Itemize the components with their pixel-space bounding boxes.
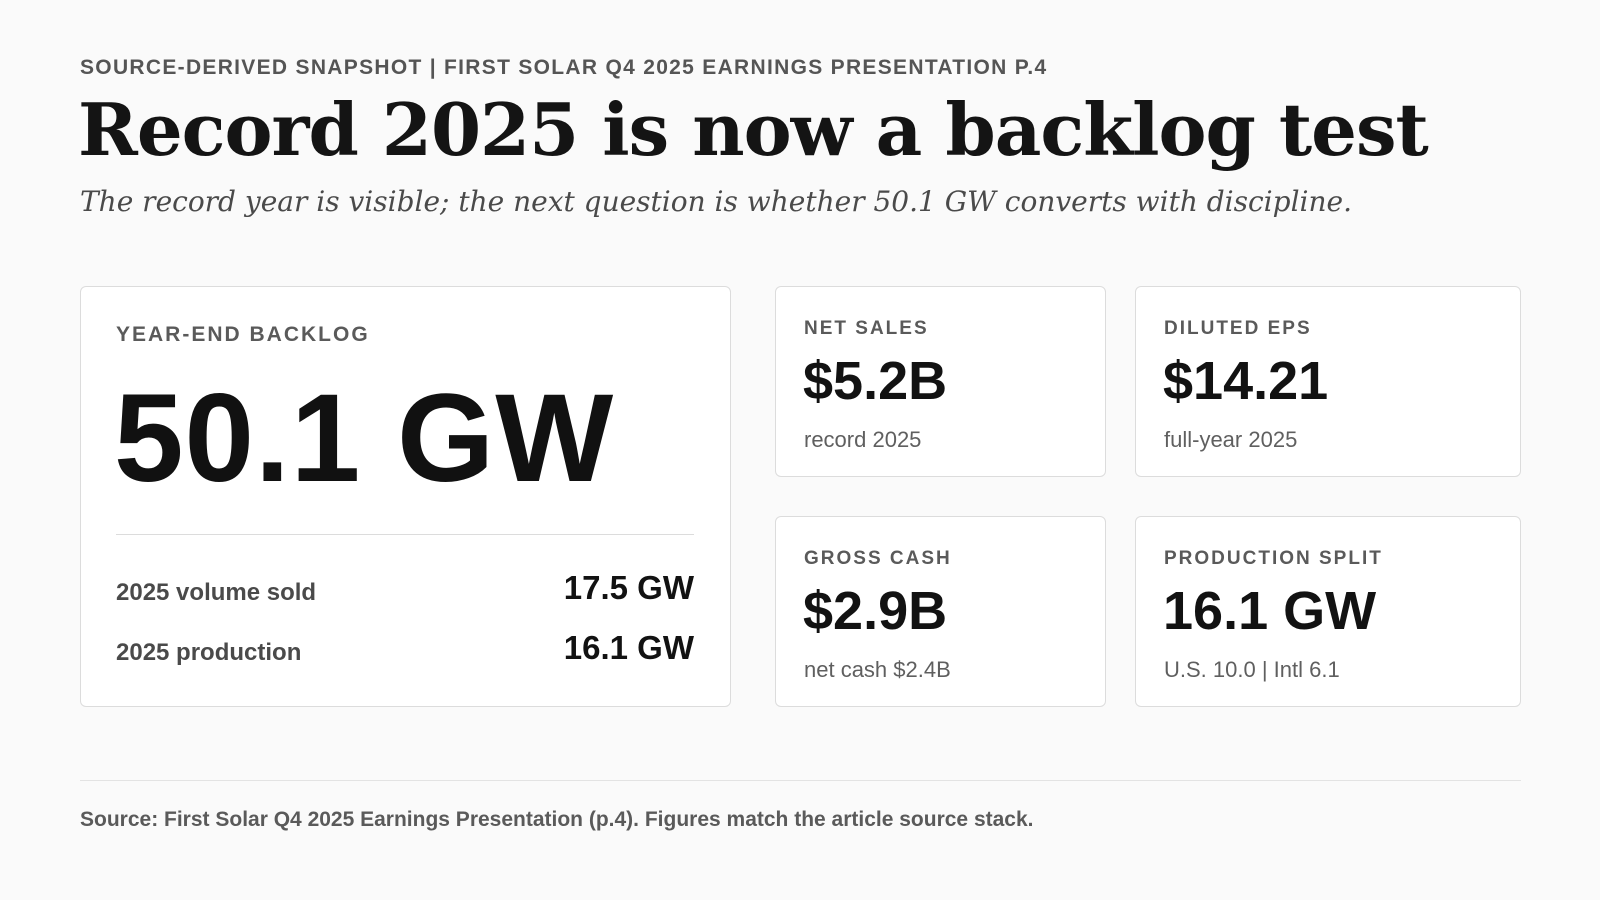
gross-cash-label: GROSS CASH xyxy=(804,548,952,569)
production-label: 2025 production xyxy=(116,639,302,666)
production-split-value: 16.1 GW xyxy=(1163,581,1377,641)
diluted-eps-label: DILUTED EPS xyxy=(1164,318,1312,339)
net-sales-label: NET SALES xyxy=(804,318,929,339)
diluted-eps-value: $14.21 xyxy=(1163,351,1329,411)
production-split-card: PRODUCTION SPLIT 16.1 GW U.S. 10.0 | Int… xyxy=(1135,516,1521,707)
volume-sold-value: 17.5 GW xyxy=(563,569,694,606)
diluted-eps-card: DILUTED EPS $14.21 full-year 2025 xyxy=(1135,286,1521,477)
diluted-eps-note: full-year 2025 xyxy=(1164,427,1298,452)
source-eyebrow: SOURCE-DERIVED SNAPSHOT | FIRST SOLAR Q4… xyxy=(80,56,1048,79)
net-sales-value: $5.2B xyxy=(803,351,948,411)
production-split-label: PRODUCTION SPLIT xyxy=(1164,548,1383,569)
volume-sold-row: 2025 volume sold 17.5 GW xyxy=(116,569,694,609)
source-footnote: Source: First Solar Q4 2025 Earnings Pre… xyxy=(80,808,1034,831)
page-title: Record 2025 is now a backlog test xyxy=(78,87,1429,172)
production-row: 2025 production 16.1 GW xyxy=(116,629,694,669)
net-sales-card: NET SALES $5.2B record 2025 xyxy=(775,286,1106,477)
production-split-note: U.S. 10.0 | Intl 6.1 xyxy=(1164,657,1340,682)
page-subtitle: The record year is visible; the next que… xyxy=(80,185,1352,218)
production-value: 16.1 GW xyxy=(563,629,694,666)
footer-divider xyxy=(80,780,1521,781)
backlog-card: YEAR-END BACKLOG 50.1 GW 2025 volume sol… xyxy=(80,286,731,707)
backlog-divider xyxy=(116,534,694,535)
gross-cash-card: GROSS CASH $2.9B net cash $2.4B xyxy=(775,516,1106,707)
net-sales-note: record 2025 xyxy=(804,427,922,452)
volume-sold-label: 2025 volume sold xyxy=(116,579,317,606)
gross-cash-value: $2.9B xyxy=(803,581,948,641)
gross-cash-note: net cash $2.4B xyxy=(804,657,951,682)
backlog-value: 50.1 GW xyxy=(114,369,615,508)
backlog-label: YEAR-END BACKLOG xyxy=(116,323,370,346)
